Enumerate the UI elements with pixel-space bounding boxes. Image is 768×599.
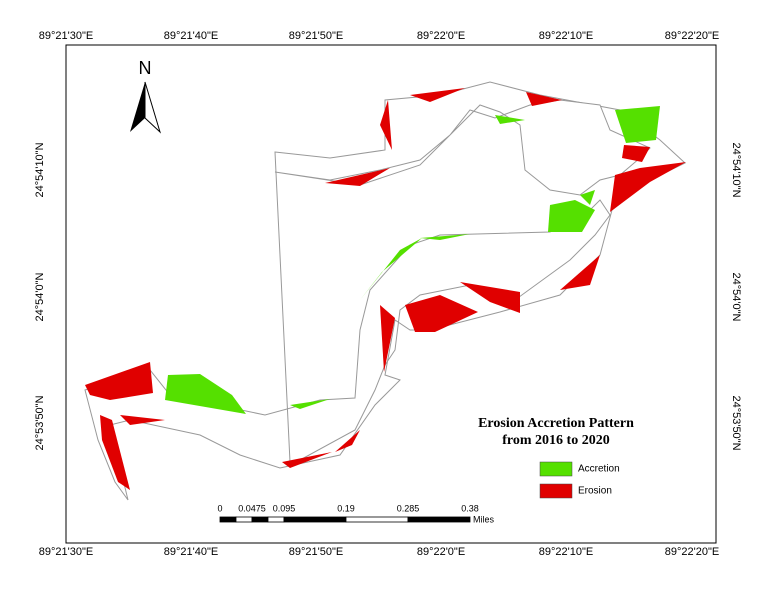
scale-segment: [235, 516, 253, 523]
top-coordinate-label: 89°22'20"E: [665, 30, 719, 42]
scale-segment: [407, 516, 471, 523]
scale-segment: [251, 516, 269, 523]
accretion-areas: [165, 106, 660, 414]
scale-label: 0.285: [397, 503, 420, 513]
scale-label: 0.19: [337, 503, 355, 513]
legend-swatch: [539, 483, 573, 499]
scale-segment: [345, 516, 409, 523]
bottom-coordinate-label: 89°21'50"E: [289, 546, 343, 558]
bottom-coordinate-label: 89°21'40"E: [164, 546, 218, 558]
scale-unit: Miles: [473, 514, 495, 524]
top-coordinate-label: 89°21'30"E: [39, 30, 93, 42]
scale-label: 0.38: [461, 503, 479, 513]
top-coordinate-label: 89°21'40"E: [164, 30, 218, 42]
right-coordinate-label: 24°54'0"N: [730, 273, 742, 322]
right-coordinate-label: 24°53'50"N: [730, 395, 742, 450]
legend-label: Accretion: [578, 464, 620, 475]
erosion-areas: [85, 88, 686, 490]
legend-swatch: [539, 461, 573, 477]
legend-label: Erosion: [578, 486, 612, 497]
north-arrow: N: [130, 58, 162, 134]
legend-title: from 2016 to 2020: [502, 433, 609, 448]
bottom-coordinate-label: 89°22'20"E: [665, 546, 719, 558]
bottom-coordinate-label: 89°22'10"E: [539, 546, 593, 558]
scale-label: 0: [217, 503, 222, 513]
top-coordinate-label: 89°21'50"E: [289, 30, 343, 42]
top-coordinate-label: 89°22'0"E: [417, 30, 465, 42]
legend-title: Erosion Accretion Pattern: [478, 416, 634, 431]
scale-segment: [283, 516, 347, 523]
left-coordinate-label: 24°53'50"N: [34, 395, 46, 450]
left-coordinate-label: 24°54'0"N: [34, 272, 46, 321]
north-label: N: [139, 58, 152, 78]
scale-segment: [267, 516, 285, 523]
top-coordinate-label: 89°22'10"E: [539, 30, 593, 42]
left-coordinate-label: 24°54'10"N: [34, 142, 46, 197]
scale-label: 0.0475: [238, 503, 266, 513]
scale-label: 0.095: [273, 503, 296, 513]
scale-segment: [219, 516, 237, 523]
bottom-coordinate-label: 89°21'30"E: [39, 546, 93, 558]
bottom-coordinate-label: 89°22'0"E: [417, 546, 465, 558]
right-coordinate-label: 24°54'10"N: [730, 142, 742, 197]
